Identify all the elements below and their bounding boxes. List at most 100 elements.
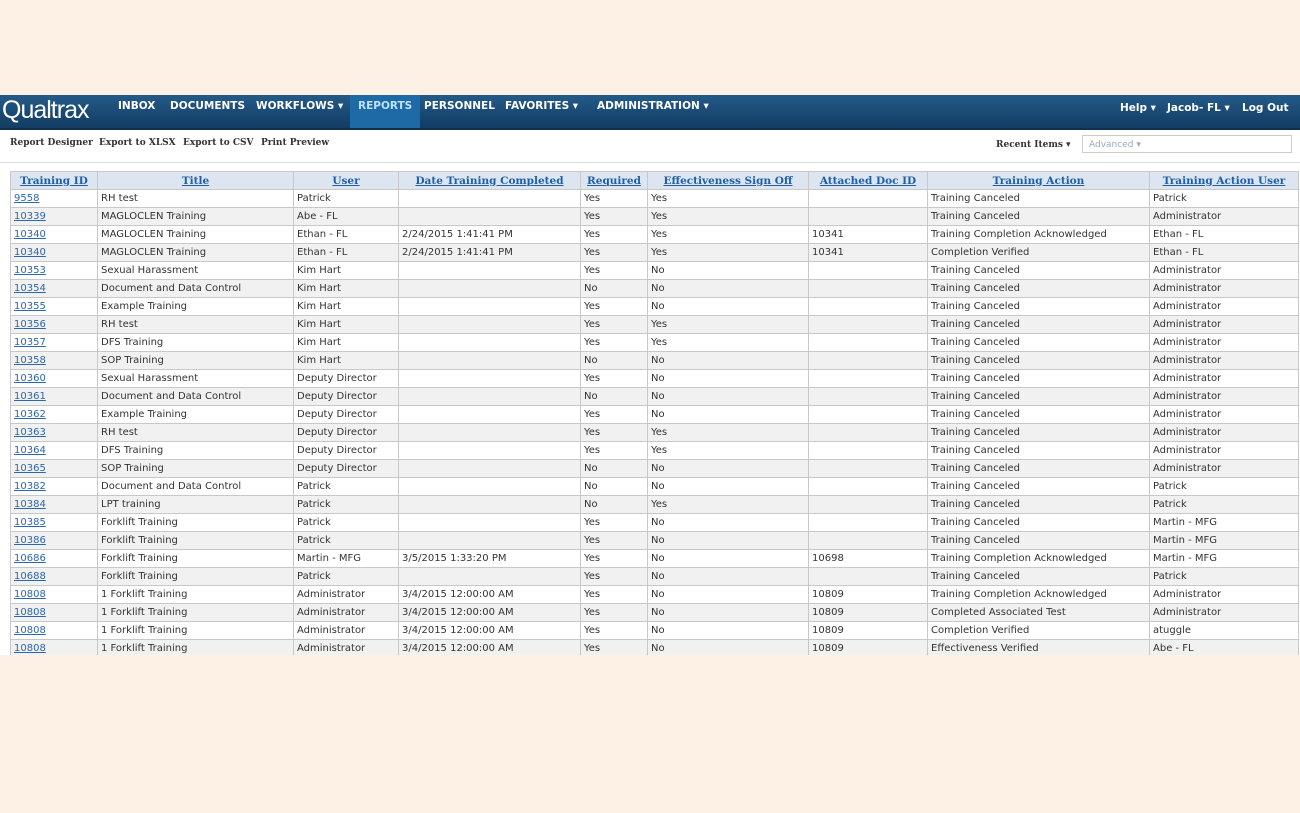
- table-cell: [398, 261, 581, 280]
- table-cell: [808, 441, 928, 460]
- table-cell: Deputy Director: [293, 423, 399, 442]
- training-id-link[interactable]: 10808: [10, 585, 98, 604]
- table-row: 10353 Sexual Harassment Kim Hart Yes No Train…: [10, 261, 1299, 280]
- training-id-link[interactable]: 10365: [10, 459, 98, 478]
- toolbar-button[interactable]: Print Preview: [261, 138, 330, 148]
- training-id-link[interactable]: 10386: [10, 531, 98, 550]
- training-id-link[interactable]: 10339: [10, 207, 98, 226]
- nav-item[interactable]: FAVORITES ▾: [505, 100, 579, 112]
- training-id-link[interactable]: 10808: [10, 639, 98, 655]
- table-cell: 10698: [808, 549, 928, 568]
- table-cell: Training Canceled: [927, 261, 1150, 280]
- table-cell: Forklift Training: [97, 513, 294, 532]
- column-header[interactable]: Training Action User: [1149, 171, 1299, 190]
- table-cell: [398, 333, 581, 352]
- logo[interactable]: Qualtrax: [2, 96, 89, 124]
- column-header[interactable]: Title: [97, 171, 294, 190]
- table-cell: Kim Hart: [293, 297, 399, 316]
- training-id-link[interactable]: 10358: [10, 351, 98, 370]
- table-cell: No: [647, 279, 809, 298]
- training-id-link[interactable]: 10808: [10, 603, 98, 622]
- table-row: 10355 Example Training Kim Hart Yes No Traini…: [10, 297, 1299, 316]
- table-cell: Martin - MFG: [1149, 513, 1299, 532]
- training-id-link[interactable]: 10340: [10, 225, 98, 244]
- table-cell: Kim Hart: [293, 279, 399, 298]
- table-cell: [808, 477, 928, 496]
- table-cell: Training Canceled: [927, 567, 1150, 586]
- column-header[interactable]: Training ID: [10, 171, 98, 190]
- toolbar-button[interactable]: Report Designer: [10, 138, 93, 148]
- table-cell: 3/4/2015 12:00:00 AM: [398, 639, 581, 655]
- recent-items[interactable]: Recent Items ▾: [996, 140, 1071, 150]
- table-cell: Deputy Director: [293, 369, 399, 388]
- table-cell: 3/4/2015 12:00:00 AM: [398, 621, 581, 640]
- training-id-link[interactable]: 10686: [10, 549, 98, 568]
- column-header[interactable]: Date Training Completed: [398, 171, 581, 190]
- training-id-link[interactable]: 10353: [10, 261, 98, 280]
- training-id-link[interactable]: 10355: [10, 297, 98, 316]
- table-cell: No: [580, 459, 648, 478]
- column-header[interactable]: Required: [580, 171, 648, 190]
- table-cell: [398, 405, 581, 424]
- table-cell: Ethan - FL: [1149, 243, 1299, 262]
- table-cell: Training Canceled: [927, 369, 1150, 388]
- table-cell: [808, 459, 928, 478]
- column-header[interactable]: Effectiveness Sign Off: [647, 171, 809, 190]
- training-id-link[interactable]: 10808: [10, 621, 98, 640]
- nav-link[interactable]: Jacob- FL ▾: [1167, 102, 1230, 114]
- table-row: 10362 Example Training Deputy Director Yes N…: [10, 405, 1299, 424]
- table-row: 10361 Document and Data Control Deputy Dir…: [10, 387, 1299, 406]
- table-cell: No: [647, 405, 809, 424]
- nav-item[interactable]: WORKFLOWS ▾: [256, 100, 344, 112]
- training-id-link[interactable]: 10360: [10, 369, 98, 388]
- table-cell: Forklift Training: [97, 567, 294, 586]
- nav-link[interactable]: Help ▾: [1120, 102, 1156, 114]
- training-id-link[interactable]: 10357: [10, 333, 98, 352]
- training-id-link[interactable]: 10362: [10, 405, 98, 424]
- toolbar: Advanced ▾ Report Designer Export to XLSX…: [0, 130, 1300, 163]
- table-cell: Training Canceled: [927, 333, 1150, 352]
- training-id-link[interactable]: 10688: [10, 567, 98, 586]
- table-cell: Example Training: [97, 405, 294, 424]
- table-cell: Training Canceled: [927, 279, 1150, 298]
- nav-item[interactable]: DOCUMENTS: [170, 100, 246, 112]
- search-box[interactable]: Advanced ▾: [1082, 135, 1292, 153]
- training-id-link[interactable]: 10382: [10, 477, 98, 496]
- table-cell: [808, 261, 928, 280]
- column-header[interactable]: Training Action: [927, 171, 1150, 190]
- training-id-link[interactable]: 10361: [10, 387, 98, 406]
- table-cell: Administrator: [1149, 333, 1299, 352]
- table-cell: Yes: [580, 423, 648, 442]
- nav-item[interactable]: REPORTS: [350, 95, 421, 128]
- table-cell: Patrick: [293, 189, 399, 208]
- table-row: 9558 RH test Patrick Yes Yes Training Cancele…: [10, 189, 1299, 208]
- table-cell: Yes: [580, 621, 648, 640]
- toolbar-button[interactable]: Export to XLSX: [99, 138, 176, 148]
- training-id-link[interactable]: 10384: [10, 495, 98, 514]
- table-cell: [398, 369, 581, 388]
- training-id-link[interactable]: 10385: [10, 513, 98, 532]
- table-cell: Training Canceled: [927, 531, 1150, 550]
- training-id-link[interactable]: 10356: [10, 315, 98, 334]
- table-cell: Administrator: [1149, 405, 1299, 424]
- training-id-link[interactable]: 10340: [10, 243, 98, 262]
- table-cell: [398, 477, 581, 496]
- nav-item[interactable]: ADMINISTRATION ▾: [597, 100, 709, 112]
- table-cell: Deputy Director: [293, 459, 399, 478]
- table-cell: 2/24/2015 1:41:41 PM: [398, 225, 581, 244]
- nav-item[interactable]: PERSONNEL: [424, 100, 495, 112]
- table-cell: Training Canceled: [927, 405, 1150, 424]
- training-id-link[interactable]: 10363: [10, 423, 98, 442]
- nav-link[interactable]: Log Out: [1242, 102, 1289, 114]
- toolbar-button[interactable]: Export to CSV: [183, 138, 254, 148]
- training-id-link[interactable]: 10364: [10, 441, 98, 460]
- training-id-link[interactable]: 10354: [10, 279, 98, 298]
- column-header[interactable]: User: [293, 171, 399, 190]
- training-id-link[interactable]: 9558: [10, 189, 98, 208]
- column-header[interactable]: Attached Doc ID: [808, 171, 928, 190]
- table-cell: Martin - MFG: [1149, 531, 1299, 550]
- table-cell: 10341: [808, 243, 928, 262]
- table-cell: [808, 189, 928, 208]
- nav-item[interactable]: INBOX: [118, 100, 156, 112]
